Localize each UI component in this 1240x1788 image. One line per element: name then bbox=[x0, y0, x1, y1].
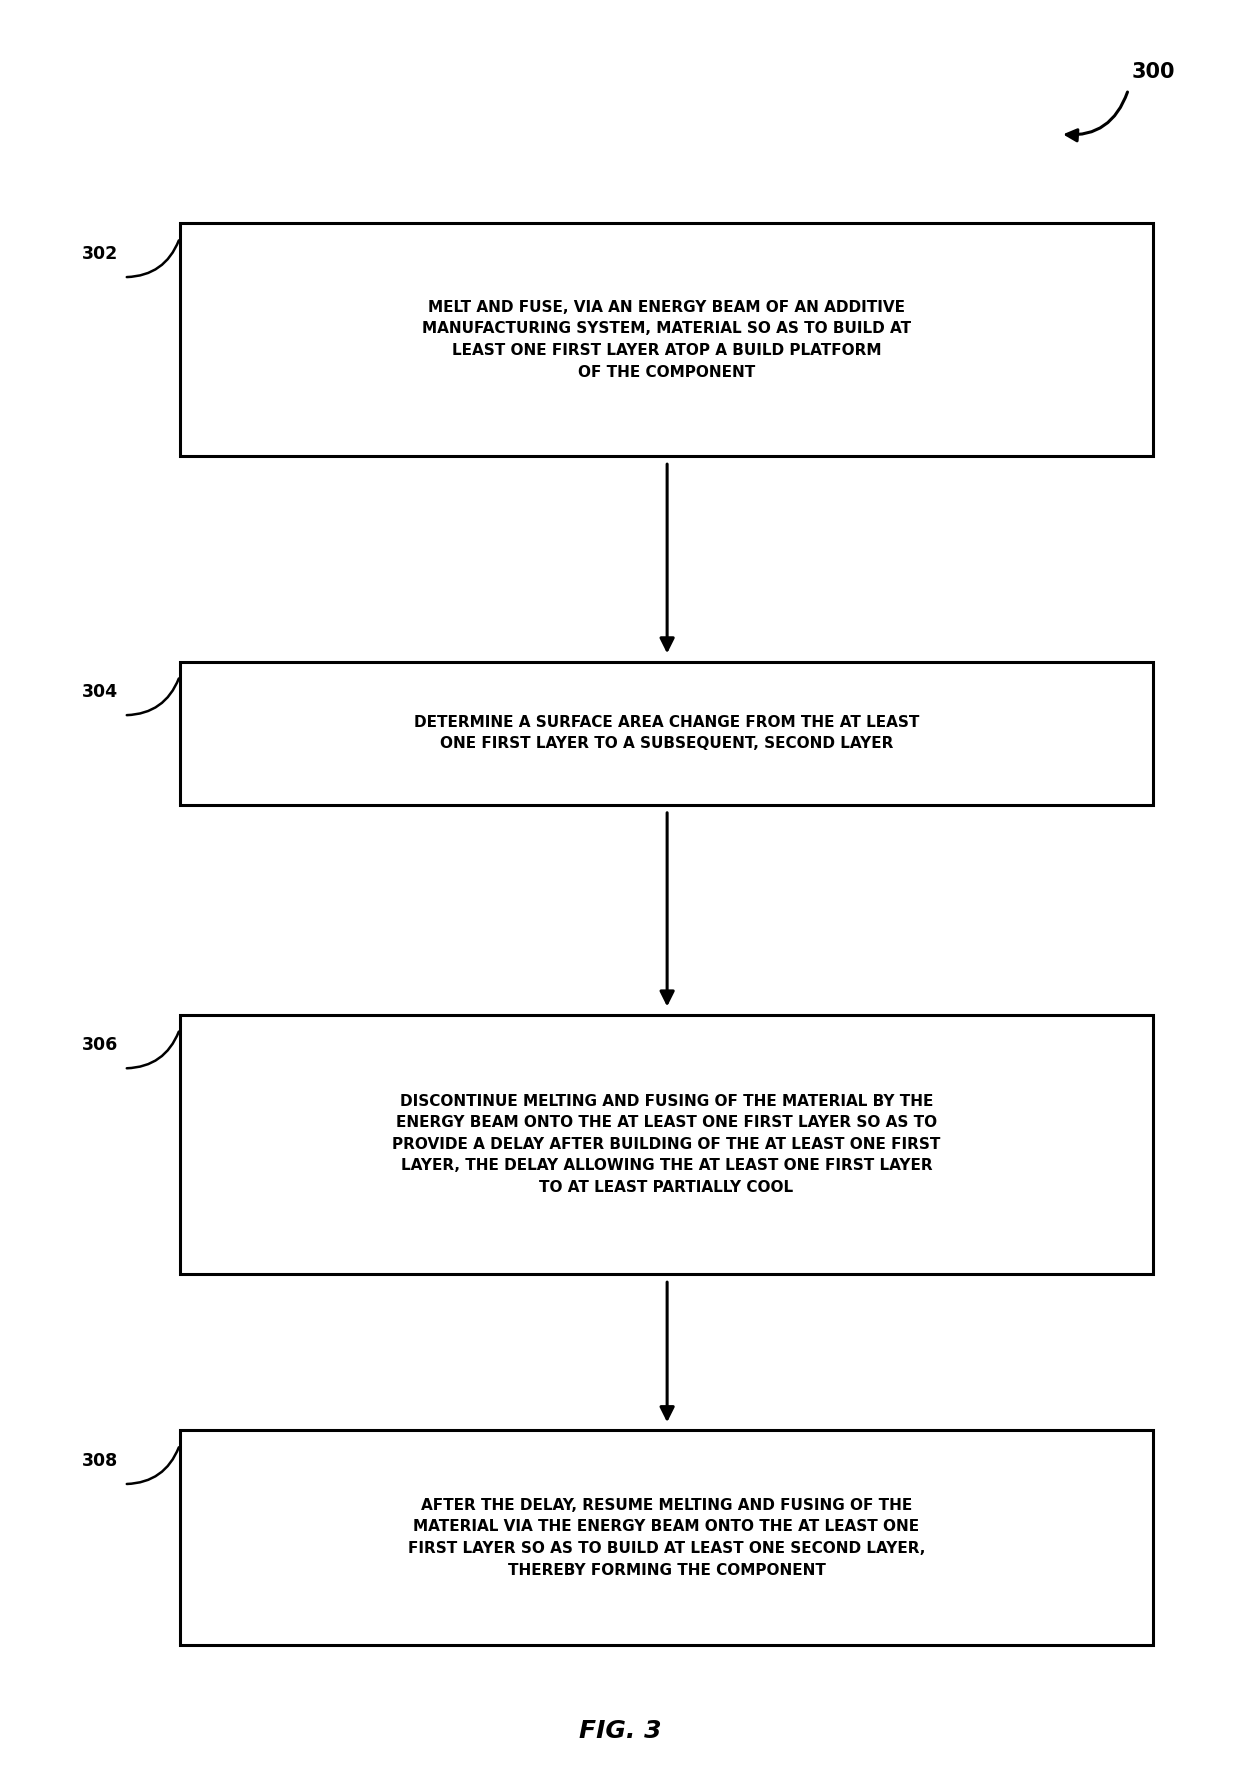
Bar bbox=[180, 1016, 1153, 1273]
Text: 304: 304 bbox=[82, 683, 118, 701]
Text: 308: 308 bbox=[82, 1452, 118, 1470]
Bar bbox=[180, 662, 1153, 805]
Text: DISCONTINUE MELTING AND FUSING OF THE MATERIAL BY THE
ENERGY BEAM ONTO THE AT LE: DISCONTINUE MELTING AND FUSING OF THE MA… bbox=[392, 1094, 941, 1194]
Text: AFTER THE DELAY, RESUME MELTING AND FUSING OF THE
MATERIAL VIA THE ENERGY BEAM O: AFTER THE DELAY, RESUME MELTING AND FUSI… bbox=[408, 1498, 925, 1577]
Text: FIG. 3: FIG. 3 bbox=[579, 1718, 661, 1743]
Text: MELT AND FUSE, VIA AN ENERGY BEAM OF AN ADDITIVE
MANUFACTURING SYSTEM, MATERIAL : MELT AND FUSE, VIA AN ENERGY BEAM OF AN … bbox=[422, 300, 911, 379]
Text: DETERMINE A SURFACE AREA CHANGE FROM THE AT LEAST
ONE FIRST LAYER TO A SUBSEQUEN: DETERMINE A SURFACE AREA CHANGE FROM THE… bbox=[414, 715, 919, 751]
Bar bbox=[180, 1430, 1153, 1645]
Text: 300: 300 bbox=[1131, 61, 1176, 82]
Bar bbox=[180, 224, 1153, 456]
Text: 302: 302 bbox=[82, 245, 118, 263]
Text: 306: 306 bbox=[82, 1037, 118, 1055]
